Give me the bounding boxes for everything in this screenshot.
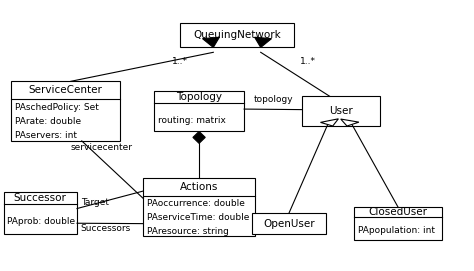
Text: ClosedUser: ClosedUser (369, 207, 428, 217)
Text: PArate: double: PArate: double (15, 117, 81, 126)
Text: QueuingNetwork: QueuingNetwork (193, 30, 281, 40)
Text: Topology: Topology (176, 92, 222, 102)
Text: PAoccurrence: double: PAoccurrence: double (147, 199, 245, 208)
Text: PApopulation: int: PApopulation: int (358, 226, 435, 235)
Text: Actions: Actions (180, 182, 218, 192)
Bar (4, 192, 77, 234)
Text: Successor: Successor (14, 193, 67, 203)
Bar (143, 178, 255, 236)
Text: topology: topology (253, 95, 293, 104)
Bar (11, 81, 120, 141)
Text: PAprob: double: PAprob: double (8, 217, 75, 227)
Text: 1..*: 1..* (172, 57, 188, 66)
Text: 1..*: 1..* (300, 57, 316, 66)
Text: OpenUser: OpenUser (264, 219, 315, 228)
Polygon shape (320, 119, 338, 126)
Bar (154, 91, 244, 131)
Text: servicecenter: servicecenter (70, 143, 132, 151)
Text: Target: Target (81, 198, 109, 207)
Bar (354, 207, 442, 240)
Bar (252, 213, 326, 234)
Text: routing: matrix: routing: matrix (158, 115, 226, 125)
Text: Successors: Successors (81, 224, 131, 233)
Polygon shape (202, 37, 219, 47)
Bar (180, 23, 294, 47)
Bar (302, 96, 380, 126)
Text: User: User (329, 106, 353, 116)
Text: PAserviceTime: double: PAserviceTime: double (147, 213, 249, 222)
Text: ServiceCenter: ServiceCenter (28, 85, 102, 95)
Text: PAschedPolicy: Set: PAschedPolicy: Set (15, 103, 99, 112)
Text: PAservers: int: PAservers: int (15, 131, 77, 140)
Text: PAresource: string: PAresource: string (147, 227, 229, 235)
Polygon shape (341, 119, 359, 126)
Polygon shape (193, 131, 205, 143)
Polygon shape (255, 37, 272, 47)
